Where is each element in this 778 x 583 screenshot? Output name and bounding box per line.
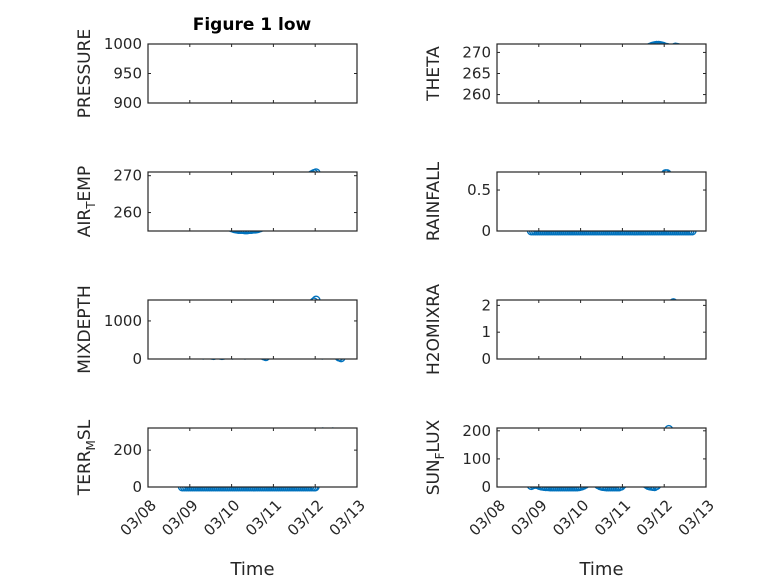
y-tick-label: 1000 [104, 35, 142, 53]
axes-frame [496, 427, 707, 488]
axes-frame [496, 43, 707, 104]
y-tick-label: 1000 [104, 312, 142, 330]
x-tick-label: 03/08 [117, 496, 160, 539]
y-axis-label: MIXDEPTH [75, 285, 95, 374]
y-tick-label: 260 [462, 86, 491, 104]
y-axis-label: RAINFALL [424, 161, 444, 241]
y-tick-label: 270 [113, 167, 142, 185]
x-tick-label: 03/10 [200, 496, 243, 539]
panel-rainfall: 0 0.5 RAINFALL [424, 161, 707, 241]
panel-sun-flux: 0 100 200 SUNFLUX 03/0803/0903/1003/1103/120… [424, 419, 718, 580]
x-tick-label: 03/10 [549, 496, 592, 539]
y-tick-label: 100 [462, 450, 491, 468]
x-tick-label: 03/09 [158, 496, 201, 539]
x-tick-label: 03/11 [242, 496, 285, 539]
panel-mixdepth: 0 1000 MIXDEPTH [75, 285, 358, 374]
y-tick-label: 1 [481, 323, 491, 341]
axes-frame [496, 299, 707, 360]
y-axis-label: PRESSURE [75, 29, 95, 118]
axes-frame [147, 171, 358, 232]
axes-frame [147, 43, 358, 104]
panel-theta: 260 265 270 THETA [424, 40, 707, 104]
y-tick-label: 0 [481, 222, 491, 240]
x-tick-label: 03/13 [326, 496, 369, 539]
x-tick-label: 03/13 [675, 496, 718, 539]
x-tick-label: 03/08 [466, 496, 509, 539]
x-axis-label: Time [578, 559, 623, 580]
y-axis-label: TERRMSL [75, 419, 98, 496]
y-tick-label: 900 [113, 94, 142, 112]
x-tick-label: 03/09 [507, 496, 550, 539]
panel-air-temp: 260 270 AIRTEMP [75, 166, 358, 237]
y-axis-label: THETA [424, 46, 444, 102]
axes-frame [496, 171, 707, 232]
y-tick-label: 0 [481, 350, 491, 368]
y-tick-label: 0 [132, 350, 142, 368]
y-tick-label: 0 [481, 478, 491, 496]
panel-h2omixra: 0 1 2 H2OMIXRA [424, 284, 707, 375]
y-tick-label: 0.5 [467, 181, 491, 199]
y-tick-label: 265 [462, 65, 491, 83]
panel-pressure: 900 950 1000 PRESSURE [75, 29, 358, 118]
y-tick-label: 200 [462, 422, 491, 440]
panel-terr-msl: 0 200 TERRMSL 03/0803/0903/1003/1103/1203/1… [75, 419, 369, 580]
axes-frame [147, 299, 358, 360]
x-axis-label: Time [229, 559, 274, 580]
y-axis-label: SUNFLUX [424, 419, 447, 495]
y-tick-label: 0 [132, 478, 142, 496]
x-tick-label: 03/11 [591, 496, 634, 539]
y-tick-label: 950 [113, 65, 142, 83]
axes-frame [147, 427, 358, 488]
y-tick-label: 2 [481, 296, 491, 314]
x-tick-label: 03/12 [633, 496, 676, 539]
y-axis-label: H2OMIXRA [424, 284, 444, 375]
y-tick-label: 270 [462, 43, 491, 61]
figure-title: Figure 1 low [193, 15, 312, 35]
y-axis-label: AIRTEMP [75, 166, 98, 237]
x-tick-label: 03/12 [284, 496, 327, 539]
y-tick-label: 200 [113, 441, 142, 459]
y-tick-label: 260 [113, 204, 142, 222]
